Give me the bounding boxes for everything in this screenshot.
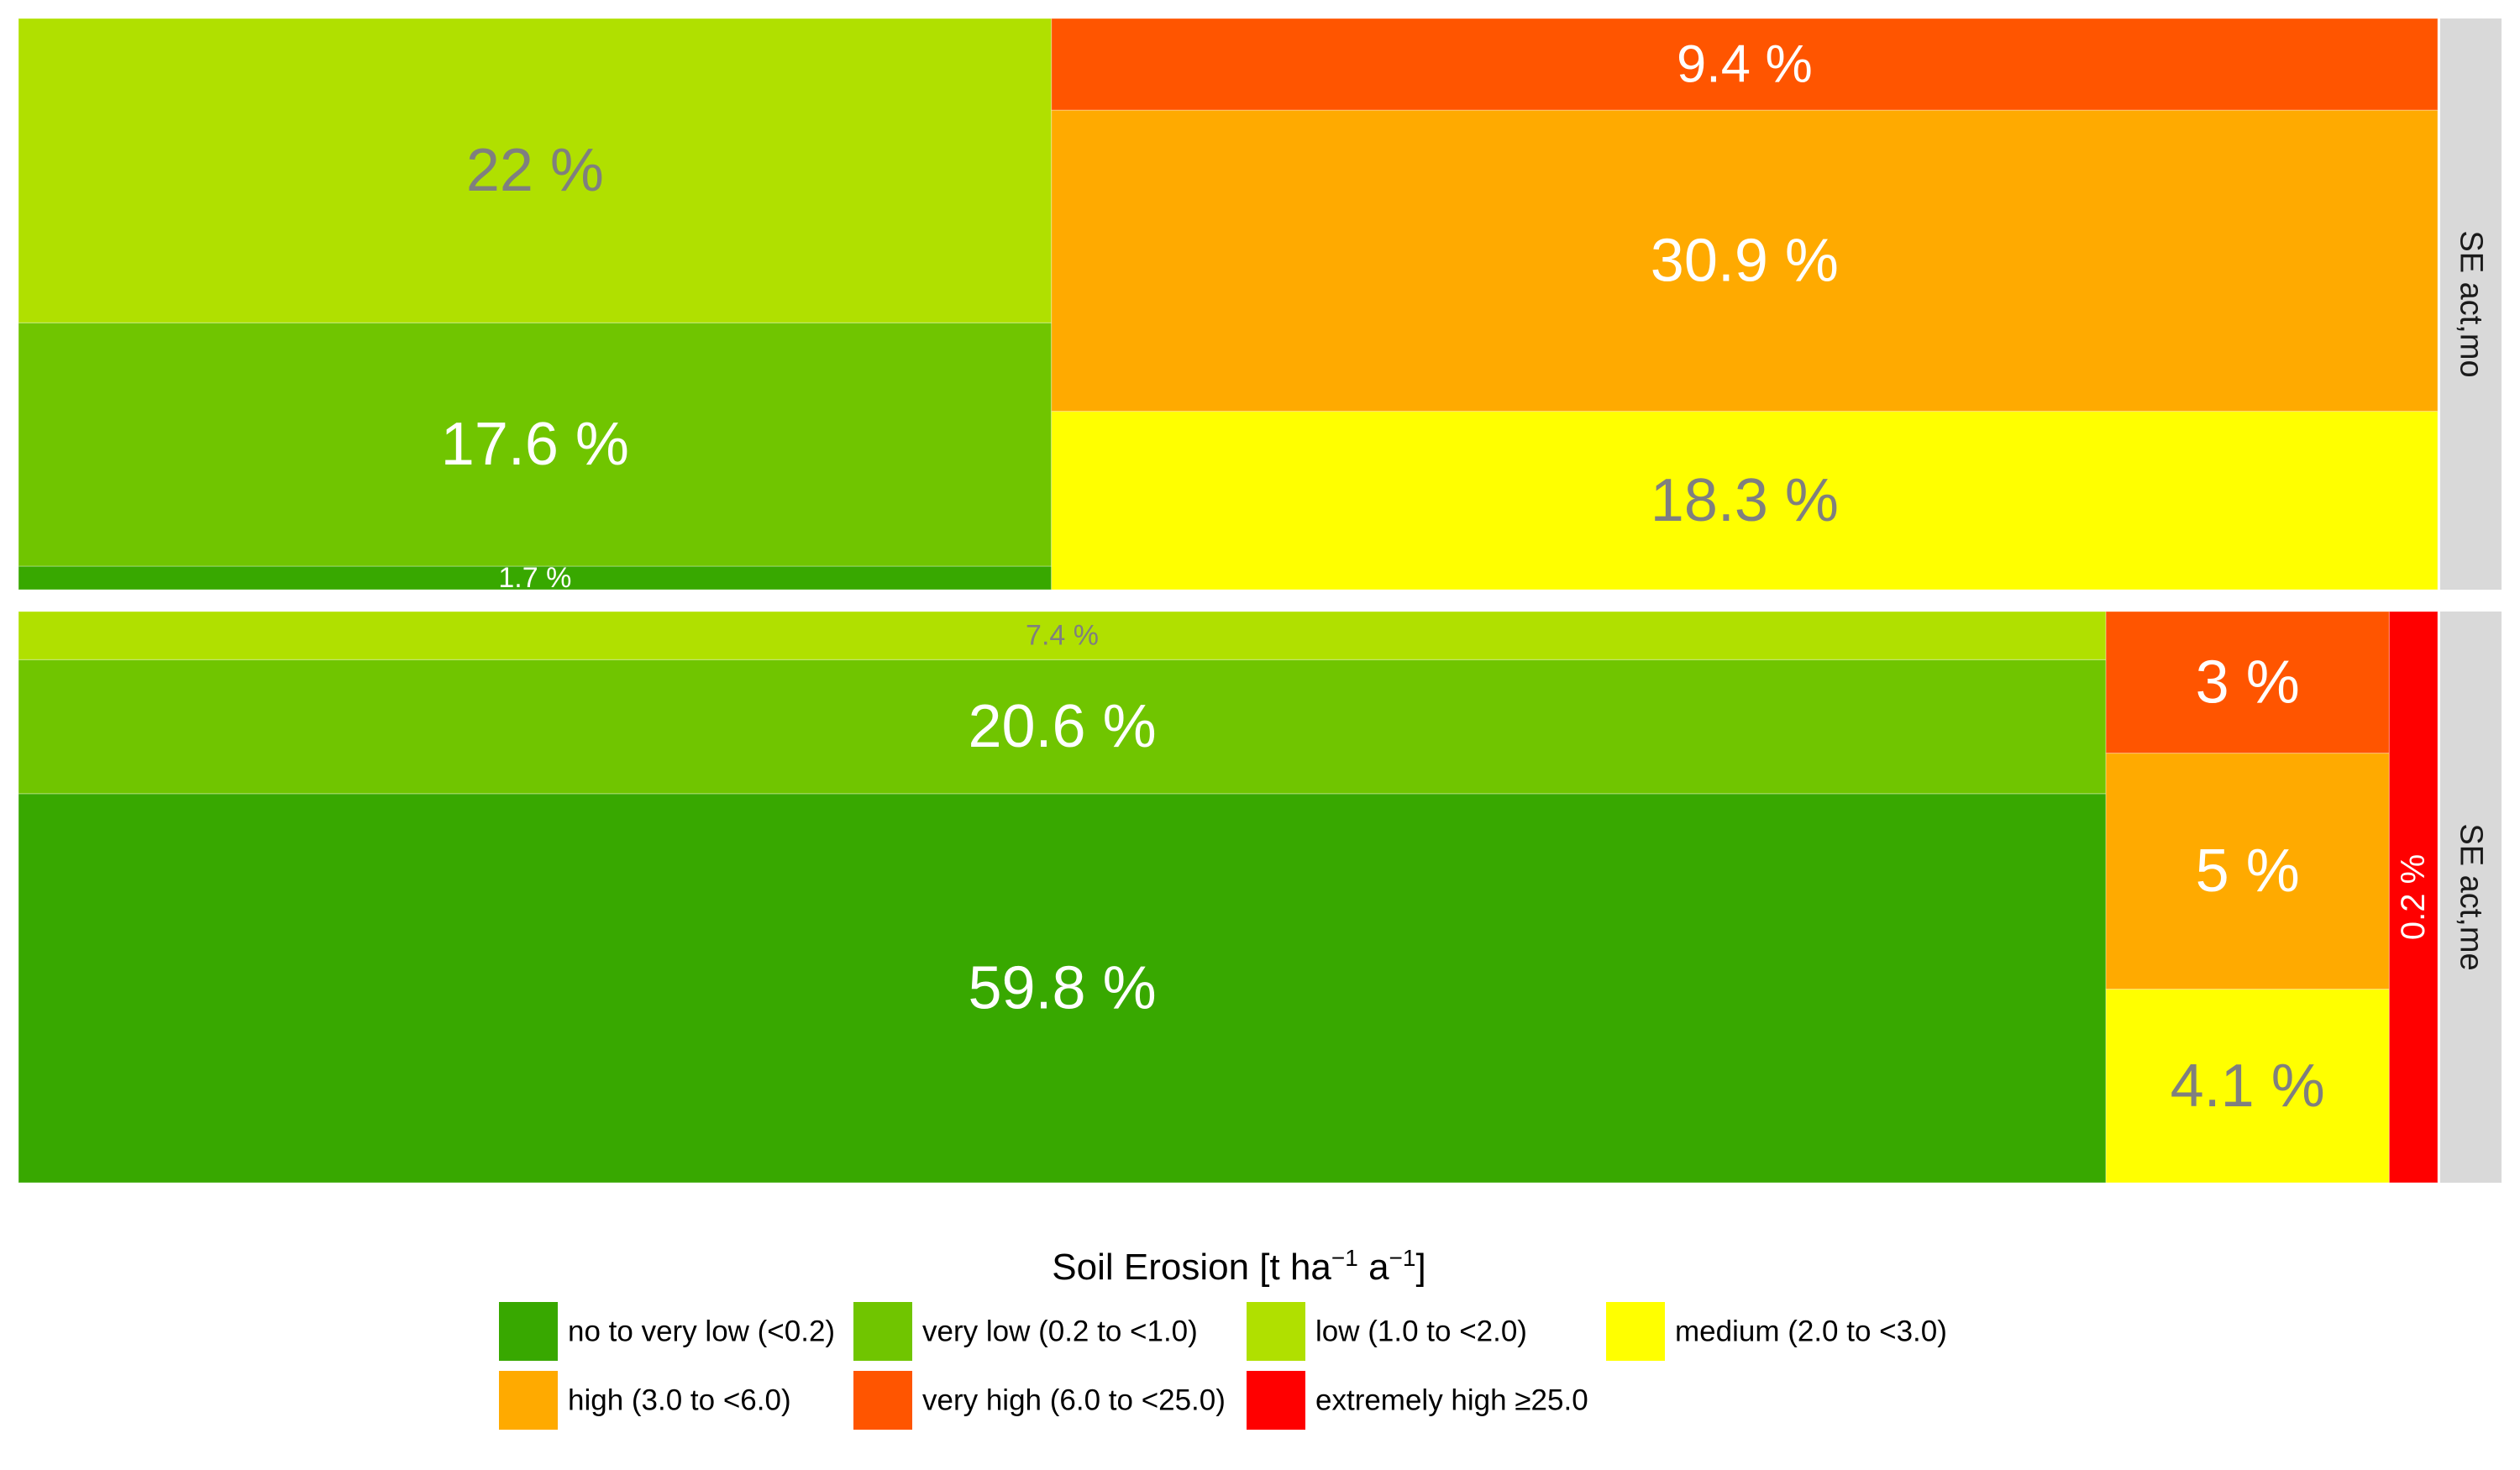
legend-swatch: [499, 1371, 558, 1430]
panel-se-act-mo: 1.7 % 17.6 % 22 % 18.3 % 30.9 % 9.4 % SE act,m…: [18, 18, 2502, 594]
legend-label: medium (2.0 to <3.0): [1675, 1315, 1947, 1348]
legend-label: very low (0.2 to <1.0): [922, 1315, 1198, 1348]
segment-high-3-0-to-6-0: [1051, 109, 2439, 412]
legend-title: Soil Erosion [t ha−1 a−1]: [1052, 1245, 1425, 1288]
segment-very-low-0-2-to-1-0: [18, 322, 1053, 567]
segment-label: 7.4 %: [1026, 620, 1099, 652]
facet-strip: [2440, 612, 2502, 1183]
legend-label: low (1.0 to <2.0): [1315, 1315, 1527, 1348]
segment-very-high-6-0-to-25-0: [1051, 18, 2439, 111]
segment-label: 5 %: [2196, 837, 2300, 905]
legend-swatch: [1247, 1371, 1305, 1430]
legend-item-extremely-high-25-0: extremely high ≥25.0: [1247, 1371, 1588, 1430]
facet-strip: [2440, 18, 2502, 590]
segment-label: 4.1 %: [2171, 1053, 2325, 1120]
legend-swatch: [1606, 1302, 1665, 1361]
segment-label: 9.4 %: [1677, 35, 1813, 94]
segment-label: 18.3 %: [1651, 467, 1839, 534]
legend-swatch: [499, 1302, 558, 1361]
segment-medium-2-0-to-3-0: [1051, 411, 2439, 591]
legend-label: extremely high ≥25.0: [1315, 1384, 1588, 1417]
segment-label: 0.2 %: [2395, 854, 2432, 940]
segment-label: 20.6 %: [968, 693, 1156, 760]
segment-extremely-high-25-0: [2388, 611, 2439, 1184]
legend-label: high (3.0 to <6.0): [568, 1384, 791, 1417]
facet-strip-label: SE act,mo: [2454, 230, 2489, 377]
segment-label: 1.7 %: [498, 562, 571, 594]
segment-label: 59.8 %: [968, 954, 1156, 1021]
segment-no-to-very-low-0-2: [18, 565, 1053, 591]
legend-swatch: [853, 1302, 912, 1361]
legend-item-very-high-6-0-to-25-0: very high (6.0 to <25.0): [853, 1371, 1226, 1430]
chart-legend: Soil Erosion [t ha−1 a−1] no to very low…: [499, 1245, 1947, 1430]
segment-no-to-very-low-0-2: [18, 793, 2107, 1184]
segment-label: 30.9 %: [1651, 227, 1839, 294]
legend-swatch: [853, 1371, 912, 1430]
segment-medium-2-0-to-3-0: [2105, 989, 2390, 1184]
segment-label: 3 %: [2196, 648, 2300, 716]
chart-panels: 1.7 % 17.6 % 22 % 18.3 % 30.9 % 9.4 % SE act,m…: [18, 18, 2502, 1184]
segment-very-high-6-0-to-25-0: [2105, 611, 2390, 754]
facet-strip-label: SE act,me: [2454, 823, 2489, 970]
legend-item-high-3-0-to-6-0: high (3.0 to <6.0): [499, 1371, 791, 1430]
segment-very-low-0-2-to-1-0: [18, 659, 2107, 795]
legend-item-very-low-0-2-to-1-0: very low (0.2 to <1.0): [853, 1302, 1198, 1361]
legend-item-medium-2-0-to-3-0: medium (2.0 to <3.0): [1606, 1302, 1947, 1361]
legend-item-no-to-very-low-0-2: no to very low (<0.2): [499, 1302, 835, 1361]
segment-low-1-0-to-2-0: [18, 611, 2107, 660]
legend-items: no to very low (<0.2) very low (0.2 to <1…: [499, 1302, 1947, 1430]
segment-label: 17.6 %: [441, 411, 629, 478]
segment-low-1-0-to-2-0: [18, 18, 1053, 323]
legend-swatch: [1247, 1302, 1305, 1361]
legend-label: very high (6.0 to <25.0): [922, 1384, 1226, 1417]
segment-high-3-0-to-6-0: [2105, 753, 2390, 990]
legend-label: no to very low (<0.2): [568, 1315, 835, 1348]
segment-label: 22 %: [466, 137, 604, 204]
panel-se-act-me: 59.8 % 20.6 % 7.4 % 4.1 % 5 % 3 % 0.2 % SE act,…: [18, 611, 2502, 1184]
legend-item-low-1-0-to-2-0: low (1.0 to <2.0): [1247, 1302, 1527, 1361]
